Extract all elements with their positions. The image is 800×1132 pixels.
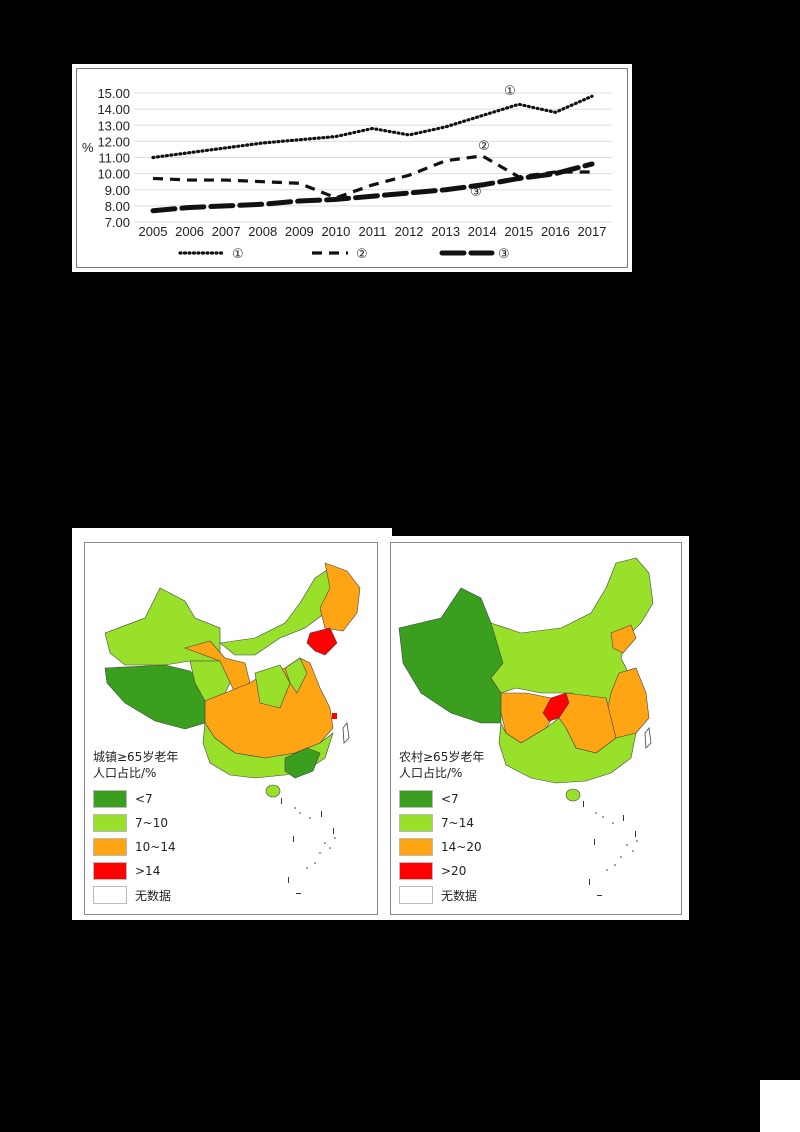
svg-text:8.00: 8.00: [105, 199, 130, 214]
legend-swatch: [399, 838, 433, 856]
legend-item: 10~14: [93, 835, 178, 859]
svg-text:③: ③: [470, 185, 482, 200]
legend-item: <7: [399, 787, 484, 811]
chart-frame: [76, 68, 628, 268]
svg-text:13.00: 13.00: [97, 118, 130, 133]
legend-label: >20: [441, 864, 467, 878]
page-corner-box: [760, 1080, 800, 1132]
rural-legend-title: 农村≥65岁老年 人口占比/%: [399, 749, 484, 781]
legend-label: 7~10: [135, 816, 168, 830]
svg-text:③: ③: [498, 247, 510, 262]
svg-text:①: ①: [504, 84, 516, 99]
urban-map: 城镇≥65岁老年 人口占比/% <7 7~10 10~14 >14 无数据: [84, 542, 378, 915]
svg-text:2012: 2012: [395, 224, 424, 239]
svg-text:9.00: 9.00: [105, 183, 130, 198]
legend-label: <7: [441, 792, 459, 806]
svg-text:2017: 2017: [578, 224, 607, 239]
legend-item: >14: [93, 859, 178, 883]
svg-text:2011: 2011: [359, 224, 387, 239]
svg-text:2016: 2016: [541, 224, 570, 239]
svg-text:②: ②: [356, 247, 368, 262]
china-map-urban: [104, 562, 361, 894]
legend-swatch: [399, 862, 433, 880]
legend-label: >14: [135, 864, 161, 878]
legend-title-line2: 人口占比/%: [399, 766, 463, 780]
svg-text:11.00: 11.00: [98, 151, 130, 166]
svg-text:①: ①: [232, 247, 244, 262]
svg-text:2008: 2008: [248, 224, 277, 239]
rural-map: 农村≥65岁老年 人口占比/% <7 7~14 14~20 >20 无数据: [390, 542, 682, 915]
svg-text:2010: 2010: [321, 224, 350, 239]
legend-swatch: [93, 862, 127, 880]
svg-text:2005: 2005: [139, 224, 168, 239]
legend-swatch: [399, 886, 433, 904]
legend-title-line2: 人口占比/%: [93, 766, 157, 780]
legend-label: 14~20: [441, 840, 482, 854]
urban-legend-title: 城镇≥65岁老年 人口占比/%: [93, 749, 178, 781]
legend-swatch: [93, 814, 127, 832]
china-map-rural: [398, 557, 654, 896]
legend-item: <7: [93, 787, 178, 811]
svg-text:15.00: 15.00: [97, 86, 130, 101]
legend-item: 14~20: [399, 835, 484, 859]
legend-swatch: [93, 886, 127, 904]
legend-label: 7~14: [441, 816, 474, 830]
legend-swatch: [93, 838, 127, 856]
legend-label: <7: [135, 792, 153, 806]
svg-text:%: %: [82, 140, 94, 155]
legend-item: 7~10: [93, 811, 178, 835]
svg-text:2015: 2015: [504, 224, 533, 239]
legend-swatch: [399, 790, 433, 808]
legend-item: 无数据: [399, 883, 484, 907]
rural-legend: 农村≥65岁老年 人口占比/% <7 7~14 14~20 >20 无数据: [399, 749, 484, 907]
legend-label: 无数据: [135, 888, 172, 903]
legend-item: >20: [399, 859, 484, 883]
legend-label: 无数据: [441, 888, 478, 903]
svg-text:2007: 2007: [212, 224, 241, 239]
svg-text:2013: 2013: [431, 224, 460, 239]
svg-text:②: ②: [478, 139, 490, 154]
svg-text:2006: 2006: [175, 224, 204, 239]
svg-text:7.00: 7.00: [105, 215, 130, 230]
legend-item: 无数据: [93, 883, 178, 907]
svg-text:2009: 2009: [285, 224, 314, 239]
maps-panel: 城镇≥65岁老年 人口占比/% <7 7~10 10~14 >14 无数据: [72, 528, 689, 920]
legend-title-line1: 农村≥65岁老年: [399, 750, 485, 764]
legend-swatch: [93, 790, 127, 808]
legend-swatch: [399, 814, 433, 832]
legend-item: 7~14: [399, 811, 484, 835]
svg-text:10.00: 10.00: [97, 167, 130, 182]
svg-text:12.00: 12.00: [97, 134, 130, 149]
svg-text:2014: 2014: [468, 224, 497, 239]
panel-notch: [392, 528, 689, 536]
line-chart: 7.00 8.00 9.00 10.00 11.00 12.00 13.00 14.00 15.…: [72, 64, 632, 272]
svg-text:14.00: 14.00: [97, 102, 130, 117]
legend-label: 10~14: [135, 840, 176, 854]
urban-legend: 城镇≥65岁老年 人口占比/% <7 7~10 10~14 >14 无数据: [93, 749, 178, 907]
legend-title-line1: 城镇≥65岁老年: [93, 750, 179, 764]
